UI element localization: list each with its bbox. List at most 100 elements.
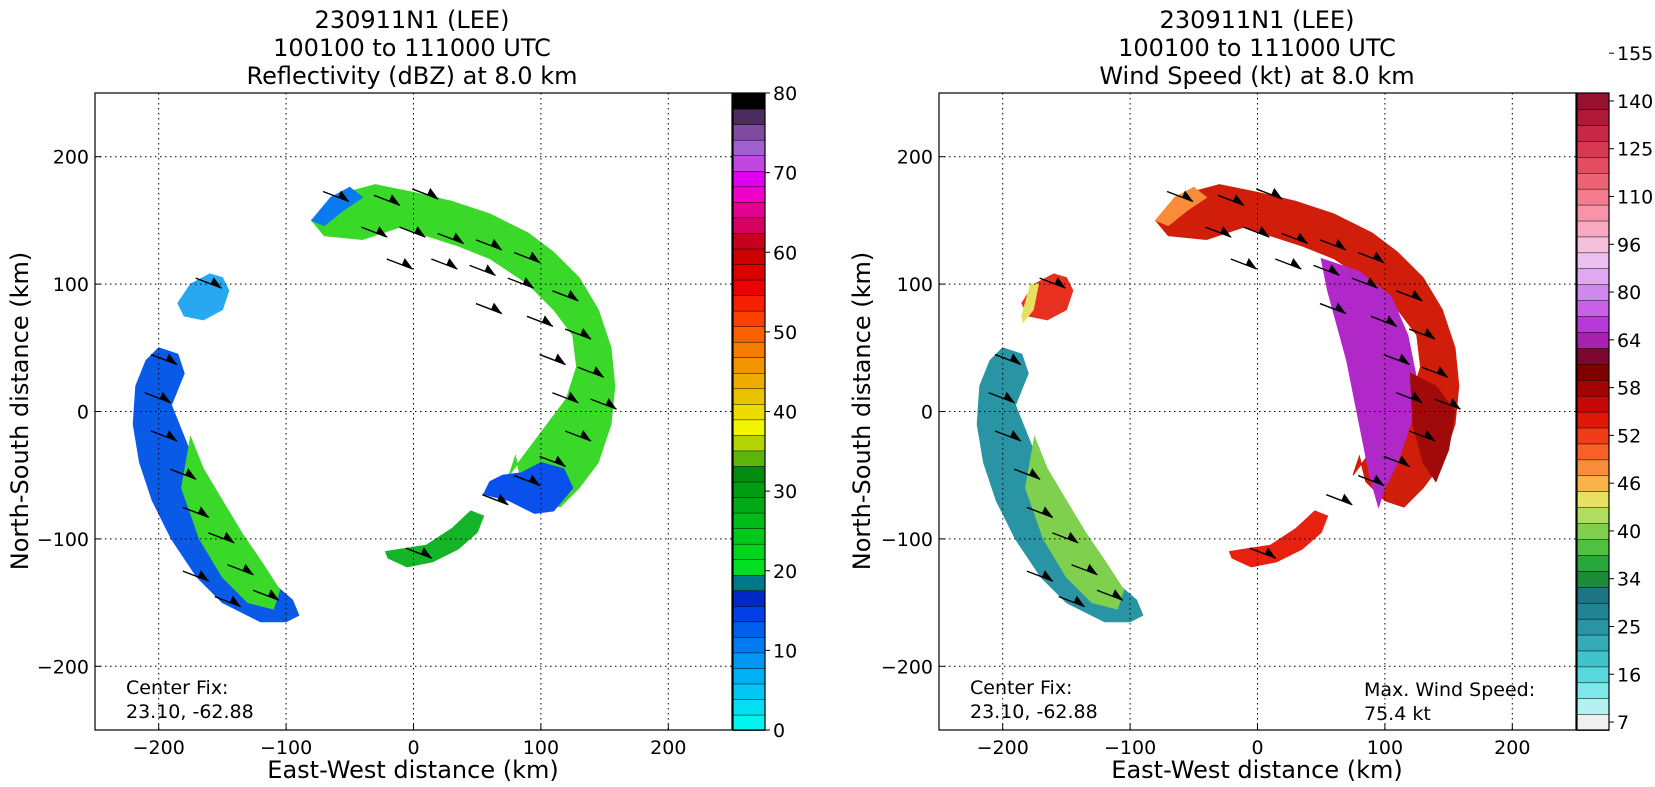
wind-barb	[590, 398, 617, 410]
colorbar-segment	[732, 248, 766, 265]
wind-barb	[1383, 353, 1410, 366]
wind-barb	[1026, 506, 1054, 519]
x-tick-label: −200	[977, 737, 1029, 759]
colorbar-segment	[1576, 650, 1610, 668]
center-fix-value: 23.10, -62.88	[970, 701, 1098, 723]
colorbar-segment	[1576, 570, 1610, 588]
wind-barb	[431, 257, 458, 270]
y-tick-label: 200	[53, 147, 89, 169]
field-region-northeast-band	[310, 184, 616, 508]
wind-barb	[475, 238, 503, 251]
colorbar-segment	[732, 108, 766, 125]
title-line-1: 230911N1 (LEE)	[1160, 6, 1355, 34]
colorbar-segment	[732, 652, 766, 669]
colorbar-segment	[1576, 602, 1610, 620]
wind-barb	[564, 429, 592, 442]
wind-barb	[1421, 366, 1449, 378]
field-region-northeast-band	[1154, 184, 1460, 508]
wind-barb	[552, 391, 579, 404]
max-wind-value: 75.4 kt	[1364, 703, 1431, 725]
colorbar-segment	[732, 543, 766, 560]
colorbar-segment	[732, 714, 766, 731]
wind-barb	[539, 353, 566, 366]
x-tick-label: 0	[407, 737, 419, 759]
colorbar-segment	[1576, 554, 1610, 572]
colorbar-segment	[732, 356, 766, 374]
wind-barb	[399, 226, 426, 238]
colorbar-segment	[1576, 108, 1610, 126]
colorbar-segment	[1576, 681, 1610, 699]
colorbar-segment	[732, 372, 766, 390]
wind-barb	[1013, 468, 1041, 480]
wind-barb	[150, 353, 178, 366]
wind-barb	[1058, 595, 1086, 608]
center-fix-label: Center Fix:	[970, 677, 1072, 699]
colorbar-segment	[1576, 459, 1610, 477]
wind-barb	[1281, 232, 1308, 245]
colorbar-tick-label: 50	[773, 322, 797, 344]
colorbar-segment	[732, 698, 766, 716]
wind-barb	[1039, 277, 1066, 289]
colorbar-tick-label: 46	[1617, 473, 1641, 495]
colorbar-segment	[1576, 427, 1610, 445]
colorbar-segment	[1576, 634, 1610, 652]
colorbar-segment	[1576, 252, 1610, 270]
wind-barb	[513, 251, 541, 264]
wind-barb	[1313, 264, 1340, 277]
colorbar: 7 16 25 34 40 46 52 58 64 80 96 110 125 140 155	[1576, 43, 1653, 734]
wind-barb	[1396, 289, 1423, 302]
wind-barb	[1026, 570, 1054, 582]
colorbar-tick-label: 34	[1617, 569, 1641, 591]
plot-grid	[95, 93, 732, 730]
colorbar-segment	[732, 636, 766, 654]
wind-barb	[1357, 474, 1385, 487]
colorbar-segment	[732, 387, 766, 405]
wind-barb	[526, 315, 554, 327]
colorbar-segment	[1576, 443, 1610, 461]
field-region-purple-core	[1320, 257, 1418, 509]
title-line-1: 230911N1 (LEE)	[315, 6, 510, 34]
wind-barb	[1243, 226, 1270, 238]
colorbar-segment	[1576, 538, 1610, 556]
colorbar-segment	[1576, 586, 1610, 604]
colorbar-segment	[1576, 283, 1610, 301]
colorbar-segment	[1576, 474, 1610, 492]
colorbar-segment	[732, 527, 766, 545]
wind-barb	[373, 194, 401, 206]
colorbar-segment	[732, 170, 766, 188]
colorbar-segment	[732, 403, 766, 421]
y-tick-label: 200	[897, 147, 933, 169]
x-tick-label: −100	[260, 737, 312, 759]
x-tick-label: 100	[1367, 737, 1403, 759]
colorbar-segment	[1576, 172, 1610, 190]
field-region-south-cell	[384, 510, 485, 568]
colorbar-segment	[1576, 522, 1610, 540]
colorbar-tick-label: 0	[773, 720, 785, 742]
wind-barb	[994, 353, 1022, 366]
wind-barb	[437, 232, 464, 245]
colorbar-segment	[1576, 92, 1610, 110]
wind-barb	[1275, 257, 1302, 270]
colorbar-segment	[732, 481, 766, 498]
y-tick-label: −100	[37, 529, 89, 551]
y-tick-label: −200	[37, 656, 89, 678]
wind-barb	[1249, 547, 1277, 559]
x-axis-label: East-West distance (km)	[267, 756, 558, 784]
wind-barb	[361, 226, 388, 238]
wind-barb	[994, 429, 1022, 442]
colorbar-segment	[732, 512, 766, 529]
axis-ticks: −200 −100 0 100 200 −200 −100 0 100 200	[881, 147, 1531, 759]
colorbar-segment	[732, 325, 766, 343]
wind-barbs	[988, 187, 1461, 608]
wind-barb	[405, 547, 433, 559]
colorbar-segment	[732, 683, 766, 700]
wind-barb	[469, 264, 496, 277]
wind-barb	[1383, 455, 1410, 468]
wind-barb	[552, 289, 579, 302]
wind-barb	[507, 277, 535, 289]
wind-barb	[1071, 563, 1098, 576]
colorbar-tick-label: 64	[1617, 330, 1641, 352]
colorbar-tick-label: 40	[773, 402, 797, 424]
colorbar-segment	[732, 185, 766, 203]
colorbar: 0 10 20 30 40 50 60 70 80	[732, 83, 797, 742]
